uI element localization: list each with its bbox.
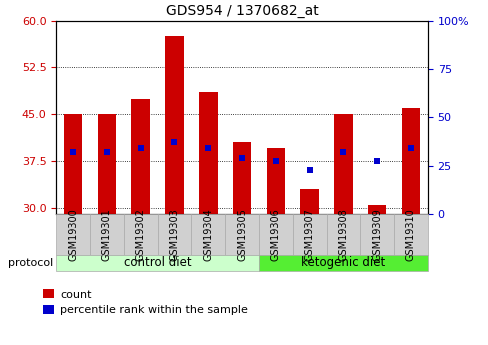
Text: GSM19308: GSM19308 bbox=[338, 208, 347, 261]
Bar bbox=[131, 99, 150, 214]
Text: GSM19306: GSM19306 bbox=[270, 208, 280, 261]
Bar bbox=[123, 214, 157, 255]
Bar bbox=[259, 214, 292, 255]
Bar bbox=[333, 114, 352, 214]
Text: GSM19303: GSM19303 bbox=[169, 208, 179, 261]
Legend: count, percentile rank within the sample: count, percentile rank within the sample bbox=[39, 285, 252, 320]
Text: GSM19305: GSM19305 bbox=[237, 208, 246, 261]
Text: GSM19310: GSM19310 bbox=[405, 208, 415, 261]
Bar bbox=[266, 148, 285, 214]
Bar bbox=[232, 142, 251, 214]
Bar bbox=[326, 214, 360, 255]
Text: GSM19309: GSM19309 bbox=[371, 208, 382, 261]
Bar bbox=[259, 255, 427, 271]
Bar bbox=[98, 114, 116, 214]
Bar bbox=[191, 214, 224, 255]
Bar bbox=[292, 214, 326, 255]
Text: protocol: protocol bbox=[8, 258, 53, 268]
Bar bbox=[165, 36, 183, 214]
Text: GSM19301: GSM19301 bbox=[102, 208, 112, 261]
Bar bbox=[401, 108, 419, 214]
Bar bbox=[56, 255, 259, 271]
Bar bbox=[199, 92, 217, 214]
Text: GSM19304: GSM19304 bbox=[203, 208, 213, 261]
Text: ketogenic diet: ketogenic diet bbox=[301, 256, 385, 269]
Bar bbox=[157, 214, 191, 255]
Bar bbox=[64, 114, 82, 214]
Text: GSM19307: GSM19307 bbox=[304, 208, 314, 261]
Text: control diet: control diet bbox=[123, 256, 191, 269]
Bar bbox=[300, 189, 318, 214]
Bar bbox=[56, 214, 90, 255]
Text: GSM19302: GSM19302 bbox=[136, 208, 145, 261]
Text: GSM19300: GSM19300 bbox=[68, 208, 78, 261]
Bar bbox=[367, 205, 386, 214]
Bar bbox=[393, 214, 427, 255]
Bar bbox=[90, 214, 123, 255]
Title: GDS954 / 1370682_at: GDS954 / 1370682_at bbox=[165, 4, 318, 18]
Bar bbox=[360, 214, 393, 255]
Bar bbox=[224, 214, 259, 255]
